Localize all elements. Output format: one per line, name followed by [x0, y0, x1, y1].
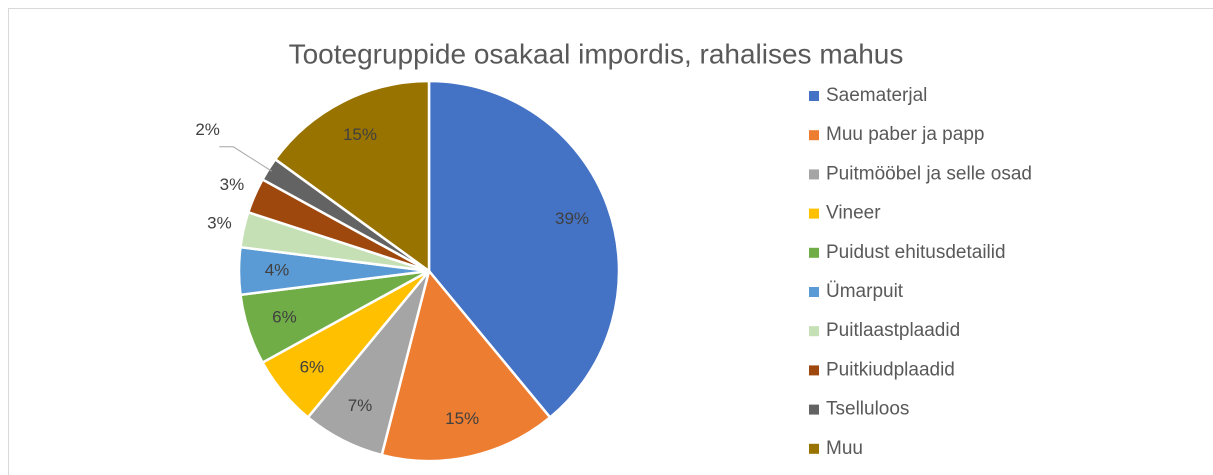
legend-label: Tselluloos [826, 399, 909, 420]
pie-slice [273, 79, 431, 274]
data-label: 4% [265, 260, 290, 279]
legend-swatch [809, 365, 819, 376]
legend-swatch [809, 404, 819, 415]
data-label: 3% [207, 214, 232, 233]
legend-label: Muu [826, 438, 863, 459]
legend-swatch [809, 287, 819, 297]
legend-label: Puitkiudplaadid [826, 359, 955, 380]
data-label: 39% [555, 209, 589, 228]
legend-swatch [809, 169, 819, 180]
data-label: 15% [343, 125, 377, 144]
legend-swatch [809, 130, 819, 141]
pie-slice [380, 268, 552, 463]
legend-swatch [809, 326, 819, 337]
chart-title: Tootegruppide osakaal impordis, rahalise… [289, 38, 904, 69]
leader-line [219, 146, 273, 172]
legend-label: Ümarpuit [826, 281, 904, 302]
legend-label: Puitlaastplaadid [826, 320, 960, 341]
legend-swatch [809, 247, 819, 258]
data-label: 2% [195, 120, 220, 139]
data-label: 7% [348, 396, 373, 415]
legend-label: Muu paber ja papp [826, 124, 984, 145]
legend-label: Vineer [826, 203, 881, 224]
data-label: 6% [300, 357, 325, 376]
legend-swatch [809, 443, 819, 454]
legend-label: Puitmööbel ja selle osad [826, 163, 1032, 184]
legend-swatch [809, 91, 819, 101]
legend-label: Saematerjal [826, 85, 927, 106]
data-label: 6% [272, 307, 297, 326]
data-label: 15% [445, 409, 479, 428]
legend-swatch [809, 208, 819, 219]
legend-label: Puidust ehitusdetailid [826, 242, 1006, 263]
data-label: 3% [220, 175, 245, 194]
pie-slice [427, 79, 621, 420]
